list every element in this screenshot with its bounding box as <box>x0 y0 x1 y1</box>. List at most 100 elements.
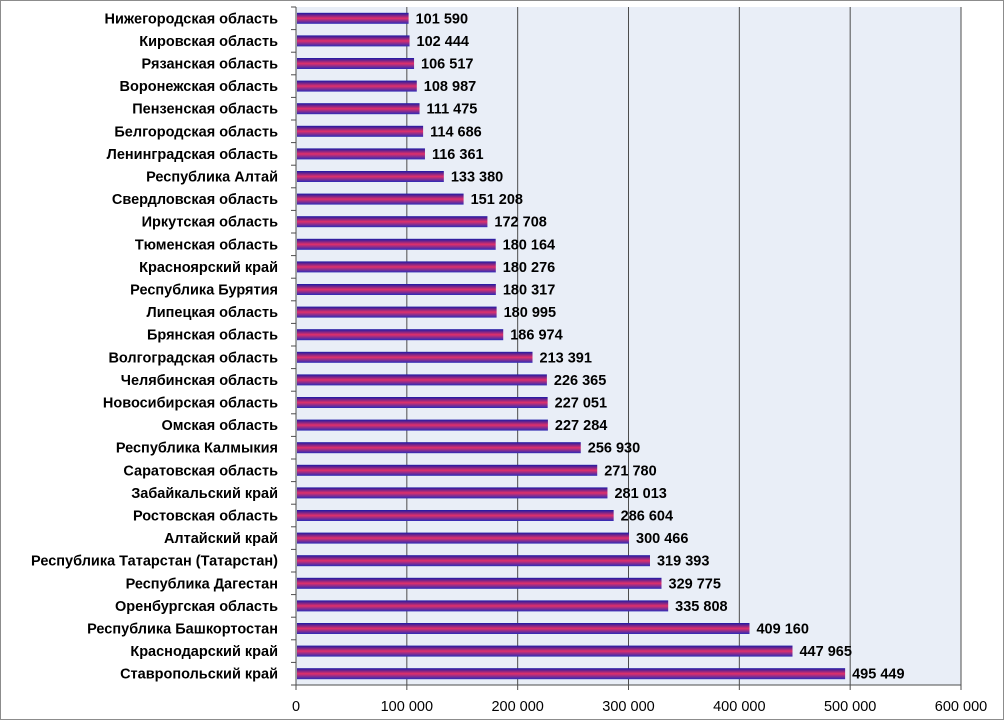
bar <box>297 510 614 521</box>
data-label: 133 380 <box>451 170 503 186</box>
bars <box>297 12 846 680</box>
data-label: 271 780 <box>604 463 656 479</box>
category-label: Белгородская область <box>114 124 278 140</box>
data-label: 227 284 <box>555 418 607 434</box>
data-label: 281 013 <box>614 486 666 502</box>
data-label: 151 208 <box>471 192 523 208</box>
labels: 0 100 000 200 000 300 000 400 000 500 000 600 … <box>31 11 987 715</box>
data-label: 495 449 <box>852 667 904 683</box>
category-label: Челябинская область <box>121 373 278 389</box>
bar <box>297 329 504 341</box>
data-label: 114 686 <box>430 124 482 140</box>
data-label: 102 444 <box>417 34 469 50</box>
bar <box>297 419 548 431</box>
bar <box>297 171 444 182</box>
data-label: 101 590 <box>416 11 468 27</box>
x-tick-label: 100 000 <box>381 699 433 715</box>
x-tick-label: 300 000 <box>602 699 654 715</box>
category-label: Ставропольский край <box>120 667 278 683</box>
category-label: Нижегородская область <box>105 11 279 27</box>
category-label: Ленинградская область <box>107 147 278 163</box>
category-label: Омская область <box>162 418 279 434</box>
category-label: Саратовская область <box>123 463 278 479</box>
bar <box>297 148 425 160</box>
data-label: 227 051 <box>555 396 607 412</box>
category-label: Тюменская область <box>135 237 278 253</box>
category-label: Республика Татарстан (Татарстан) <box>31 554 278 570</box>
axes <box>291 6 962 690</box>
bar <box>297 306 497 318</box>
category-label: Липецкая область <box>147 305 279 321</box>
bar <box>297 58 415 69</box>
bar <box>297 12 409 24</box>
category-label: Республика Калмыкия <box>116 441 278 457</box>
category-label: Краснодарский край <box>130 644 278 660</box>
bar <box>297 555 650 567</box>
bar <box>297 35 410 47</box>
bar <box>297 487 608 499</box>
bar <box>297 193 464 205</box>
category-label: Иркутская область <box>142 215 278 231</box>
bar <box>297 80 417 92</box>
bar <box>297 577 662 589</box>
bar <box>297 238 496 250</box>
data-label: 213 391 <box>540 350 592 366</box>
data-label: 447 965 <box>799 644 851 660</box>
data-label: 186 974 <box>510 328 562 344</box>
bar <box>297 216 488 228</box>
bar <box>297 397 548 408</box>
bar <box>297 668 846 680</box>
category-label: Республика Бурятия <box>130 283 278 299</box>
data-label: 286 604 <box>621 509 673 525</box>
bar <box>297 645 793 657</box>
category-label: Рязанская область <box>142 57 279 73</box>
data-label: 108 987 <box>424 79 476 95</box>
bar <box>297 351 533 363</box>
data-label: 180 317 <box>503 283 555 299</box>
data-label: 319 393 <box>657 554 709 570</box>
data-label: 409 160 <box>756 622 808 638</box>
bar <box>297 125 424 137</box>
category-label: Республика Алтай <box>146 170 278 186</box>
category-label: Воронежская область <box>120 79 279 95</box>
gridlines <box>406 7 962 685</box>
bar <box>297 374 547 386</box>
data-label: 226 365 <box>554 373 606 389</box>
bar <box>297 261 496 273</box>
bar <box>297 103 420 115</box>
bar <box>297 623 750 634</box>
bar <box>297 442 581 454</box>
bar <box>297 600 669 612</box>
category-label: Республика Дагестан <box>126 576 278 592</box>
data-label: 180 995 <box>504 305 556 321</box>
category-label: Республика Башкортостан <box>87 622 278 638</box>
category-label: Волгоградская область <box>108 350 278 366</box>
category-label: Пензенская область <box>132 102 278 118</box>
x-tick-label: 400 000 <box>713 699 765 715</box>
category-label: Забайкальский край <box>131 486 278 502</box>
data-label: 116 361 <box>432 147 484 163</box>
bar <box>297 284 496 295</box>
data-label: 106 517 <box>421 57 473 73</box>
data-label: 111 475 <box>427 102 478 118</box>
category-label: Кировская область <box>139 34 278 50</box>
x-tick-label: 200 000 <box>491 699 543 715</box>
x-tick-label: 600 000 <box>935 699 987 715</box>
data-label: 172 708 <box>494 215 546 231</box>
x-tick-label: 0 <box>292 699 300 715</box>
category-label: Свердловская область <box>112 192 278 208</box>
category-label: Красноярский край <box>139 260 278 276</box>
x-tick-label: 500 000 <box>824 699 876 715</box>
category-label: Оренбургская область <box>115 599 278 615</box>
category-label: Брянская область <box>147 328 278 344</box>
data-label: 180 164 <box>503 237 555 253</box>
data-label: 335 808 <box>675 599 727 615</box>
category-label: Алтайский край <box>164 531 278 547</box>
bar <box>297 532 630 544</box>
bar <box>297 464 598 476</box>
category-label: Ростовская область <box>133 509 278 525</box>
data-label: 180 276 <box>503 260 555 276</box>
data-label: 329 775 <box>669 576 721 592</box>
